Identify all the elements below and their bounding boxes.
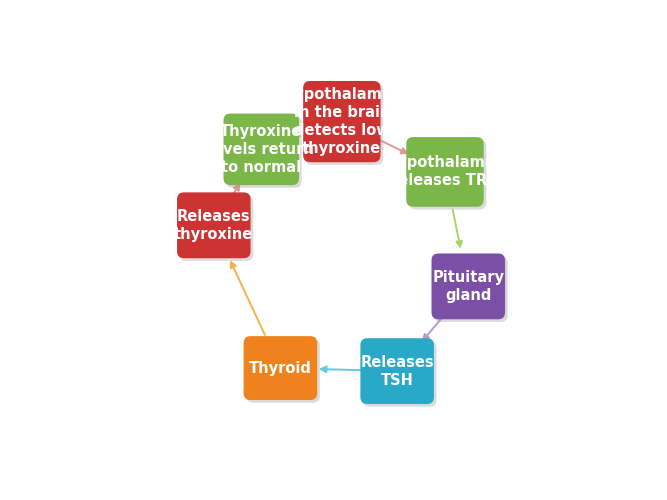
FancyBboxPatch shape	[432, 254, 505, 320]
Text: Releases
thyroxine: Releases thyroxine	[174, 209, 253, 242]
FancyBboxPatch shape	[223, 114, 299, 185]
FancyBboxPatch shape	[177, 192, 251, 258]
FancyBboxPatch shape	[409, 140, 486, 209]
FancyBboxPatch shape	[243, 336, 317, 400]
Text: Releases
TSH: Releases TSH	[360, 354, 434, 388]
Text: Hypothalamus
in the brain
detects low
thyroxine: Hypothalamus in the brain detects low th…	[282, 87, 402, 156]
FancyBboxPatch shape	[226, 116, 301, 188]
FancyBboxPatch shape	[360, 338, 434, 404]
FancyBboxPatch shape	[303, 81, 381, 162]
Text: Hypothalamus
releases TRH: Hypothalamus releases TRH	[386, 156, 504, 188]
Text: Thyroid: Thyroid	[249, 360, 311, 376]
FancyBboxPatch shape	[406, 137, 484, 207]
FancyBboxPatch shape	[179, 195, 253, 261]
FancyBboxPatch shape	[246, 339, 320, 402]
Text: Thyroxine
levels return
to normal: Thyroxine levels return to normal	[208, 124, 314, 175]
FancyBboxPatch shape	[434, 256, 508, 322]
Text: Pituitary
gland: Pituitary gland	[432, 270, 504, 303]
FancyBboxPatch shape	[306, 84, 384, 165]
FancyBboxPatch shape	[363, 341, 437, 406]
